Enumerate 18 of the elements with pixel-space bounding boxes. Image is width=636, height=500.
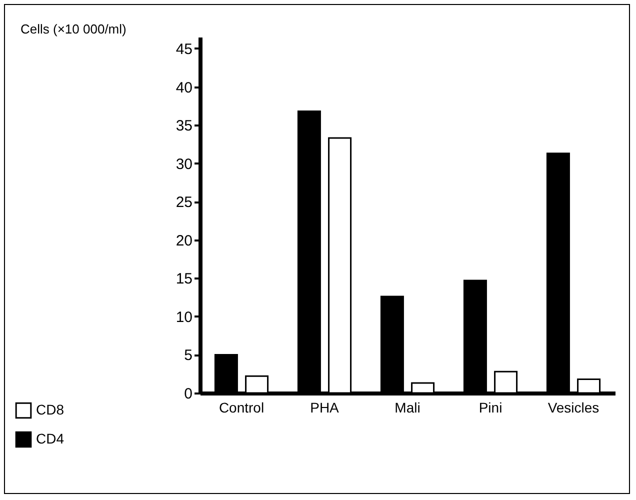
y-tick-label: 10 bbox=[176, 308, 192, 326]
y-tick-label: 25 bbox=[176, 194, 192, 212]
y-tick-label: 40 bbox=[176, 79, 192, 96]
legend-label: CD8 bbox=[36, 402, 64, 418]
x-tick-label: PHA bbox=[310, 400, 340, 416]
y-tick-label: 5 bbox=[184, 347, 192, 364]
x-tick-label: Control bbox=[218, 400, 264, 416]
y-tick-label: 30 bbox=[176, 156, 192, 173]
x-tick-label: Pini bbox=[478, 400, 502, 416]
x-tick-label: Mali bbox=[394, 400, 420, 416]
y-tick-label: 15 bbox=[176, 270, 192, 288]
y-tick-label: 35 bbox=[176, 118, 192, 135]
y-axis-title: Cells (×10 000/ml) bbox=[20, 22, 126, 36]
x-tick-label: Vesicles bbox=[548, 400, 600, 416]
y-tick-label: 20 bbox=[176, 232, 192, 250]
y-tick-label: 45 bbox=[176, 40, 192, 58]
legend-label: CD4 bbox=[36, 430, 64, 446]
y-tick-label: 0 bbox=[184, 386, 192, 402]
